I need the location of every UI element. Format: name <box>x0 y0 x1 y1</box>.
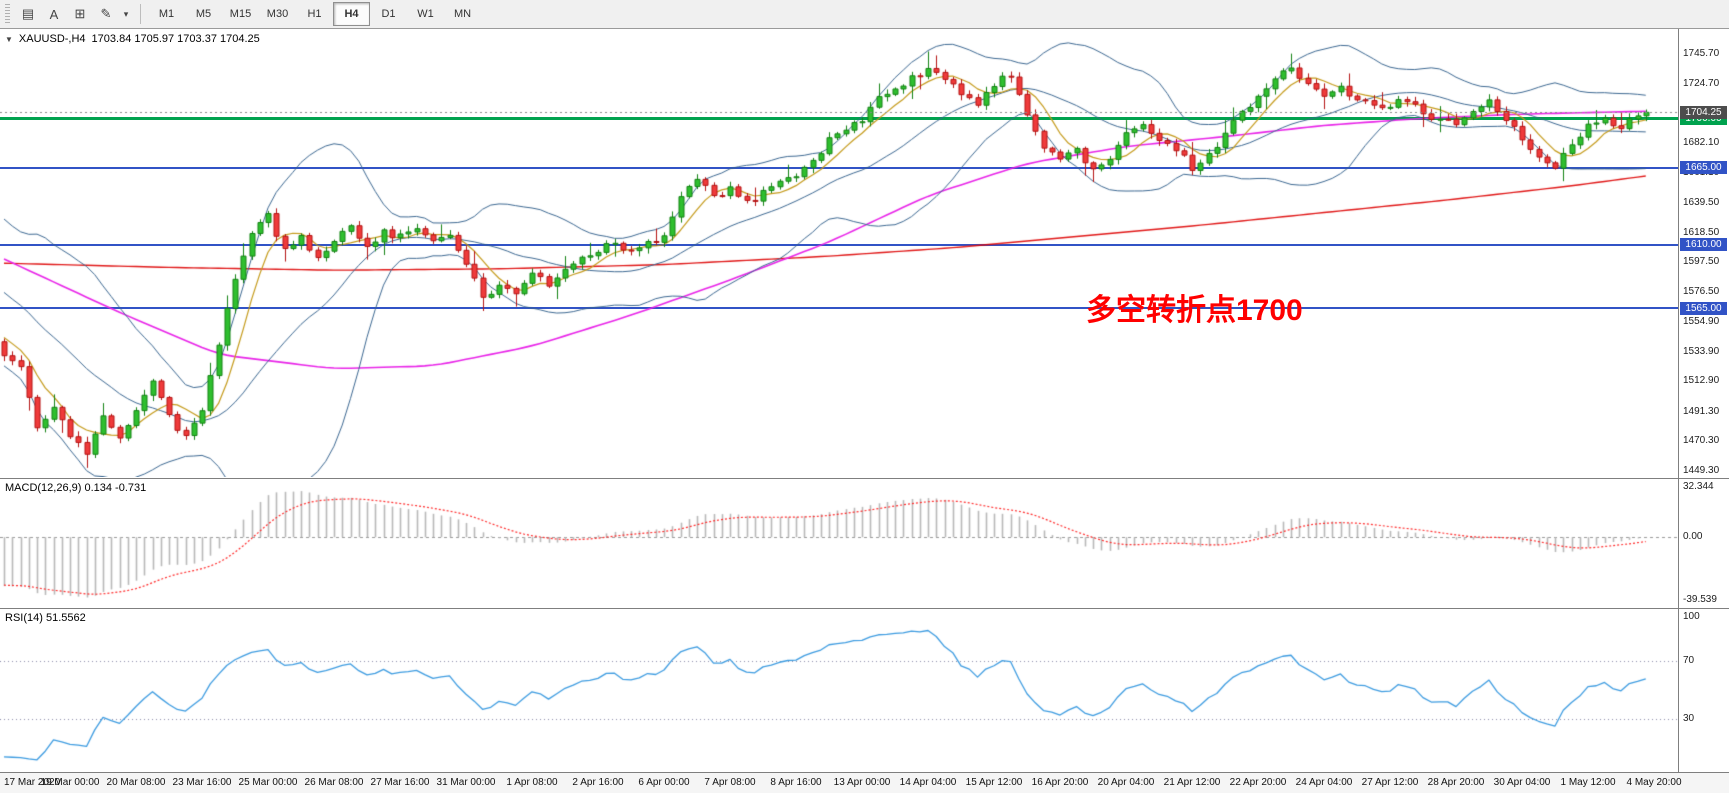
rsi-panel: RSI(14) 51.5562 <box>0 609 1678 773</box>
timeframe-w1-button[interactable]: W1 <box>417 8 434 20</box>
price-axis[interactable]: 1745.701724.701703.101682.101661.101639.… <box>1678 29 1729 773</box>
price-tick: 1618.50 <box>1683 226 1720 238</box>
price-tick: 1449.30 <box>1683 464 1720 476</box>
price-tick: 1682.10 <box>1683 137 1720 149</box>
time-tick: 23 Mar 16:00 <box>172 777 232 788</box>
time-tick: 27 Apr 12:00 <box>1361 777 1419 788</box>
time-axis[interactable]: 17 Mar 2020 19 Mar 00:00 20 Mar 08:00 23 Ma… <box>0 773 1729 793</box>
time-tick: 15 Apr 12:00 <box>965 777 1023 788</box>
price-tick: 1576.50 <box>1683 286 1720 298</box>
chart-symbol: XAUUSD-,H4 <box>18 33 86 45</box>
timeframe-mn-button[interactable]: MN <box>453 8 472 20</box>
time-tick: 28 Apr 20:00 <box>1427 777 1485 788</box>
symbol-dropdown-icon[interactable]: ▼ <box>5 34 13 44</box>
chart-annotation: 多空转折点1700 <box>1086 294 1303 327</box>
time-tick: 17 Mar 2020 <box>4 777 61 788</box>
timeframe-h1-button[interactable]: H1 <box>307 8 322 20</box>
time-tick: 31 Mar 00:00 <box>436 777 496 788</box>
rsi-canvas[interactable] <box>0 609 1678 771</box>
price-tick: 1533.90 <box>1683 345 1720 357</box>
timeframe-group: M1 M5 M15 M30 H1 H4 D1 W1 MN <box>148 2 481 26</box>
time-tick: 13 Apr 00:00 <box>833 777 891 788</box>
object-box-icon[interactable]: ⊞ <box>74 6 86 21</box>
rsi-label: RSI(14) 51.5562 <box>5 612 86 624</box>
time-tick: 21 Apr 12:00 <box>1163 777 1221 788</box>
time-tick: 26 Mar 08:00 <box>304 777 364 788</box>
chart-ohlc: 1703.84 1705.97 1703.37 1704.25 <box>91 33 260 45</box>
price-tick: 1597.50 <box>1683 256 1720 268</box>
macd-panel: MACD(12,26,9) 0.134 -0.731 <box>0 479 1678 609</box>
time-tick: 2 Apr 16:00 <box>572 777 624 788</box>
draw-tool-button[interactable]: ✎ <box>100 6 112 21</box>
toolbar-icon-group: ▤ A ⊞ ✎ ▾ <box>15 2 133 26</box>
price-badge-1665.00: 1665.00 <box>1680 161 1727 175</box>
time-tick: 14 Apr 04:00 <box>899 777 957 788</box>
time-tick: 22 Apr 20:00 <box>1229 777 1287 788</box>
time-tick: 30 Apr 04:00 <box>1493 777 1551 788</box>
timeframe-m15-button[interactable]: M15 <box>229 8 252 20</box>
time-tick: 4 May 20:00 <box>1626 777 1682 788</box>
time-tick: 24 Apr 04:00 <box>1295 777 1353 788</box>
time-tick: 1 May 12:00 <box>1560 777 1616 788</box>
toolbar-drag-handle[interactable] <box>5 4 10 24</box>
rsi-axis-tick: 70 <box>1683 654 1695 666</box>
price-axis-rsi[interactable]: 100 70 30 <box>1679 609 1729 773</box>
macd-axis-tick: -39.539 <box>1683 594 1717 605</box>
time-tick: 8 Apr 16:00 <box>770 777 822 788</box>
toolbar: ▤ A ⊞ ✎ ▾ M1 M5 M15 M30 H1 H4 D1 W1 MN <box>0 0 1729 28</box>
time-tick: 7 Apr 08:00 <box>704 777 756 788</box>
price-tick: 1470.30 <box>1683 435 1720 447</box>
time-tick: 19 Mar 00:00 <box>40 777 100 788</box>
macd-label: MACD(12,26,9) 0.134 -0.731 <box>5 482 147 494</box>
text-a-button[interactable]: A <box>49 6 59 22</box>
timeframe-m1-button[interactable]: M1 <box>158 8 175 20</box>
price-tick: 1554.90 <box>1683 316 1720 328</box>
price-tick: 1491.30 <box>1683 405 1720 417</box>
toolbar-separator <box>140 4 141 24</box>
price-tick: 1724.70 <box>1683 77 1720 89</box>
price-chart-panel: ▼ XAUUSD-,H4 1703.84 1705.97 1703.37 170… <box>0 29 1678 479</box>
time-tick: 20 Apr 04:00 <box>1097 777 1155 788</box>
macd-axis-tick: 0.00 <box>1683 531 1703 543</box>
price-badge-1610.00: 1610.00 <box>1680 238 1727 252</box>
time-tick: 1 Apr 08:00 <box>506 777 558 788</box>
macd-canvas[interactable] <box>0 479 1678 607</box>
time-tick: 6 Apr 00:00 <box>638 777 690 788</box>
rsi-axis-tick: 100 <box>1683 611 1700 622</box>
rsi-axis-tick: 30 <box>1683 713 1695 725</box>
timeframe-m30-button[interactable]: M30 <box>266 8 289 20</box>
price-tick: 1512.90 <box>1683 375 1720 387</box>
price-tick: 1745.70 <box>1683 48 1720 60</box>
macd-axis-tick: 32.344 <box>1683 481 1714 492</box>
price-tick: 1639.50 <box>1683 197 1720 209</box>
draw-tool-caret-icon[interactable]: ▾ <box>123 8 129 19</box>
time-tick: 25 Mar 00:00 <box>238 777 298 788</box>
price-badge-1565.00: 1565.00 <box>1680 301 1727 315</box>
time-tick: 16 Apr 20:00 <box>1031 777 1089 788</box>
timeframe-h4-button[interactable]: H4 <box>333 2 370 26</box>
timeframe-d1-button[interactable]: D1 <box>381 8 396 20</box>
price-axis-main[interactable]: 1745.701724.701703.101682.101661.101639.… <box>1679 29 1729 479</box>
chart-window: ▼ XAUUSD-,H4 1703.84 1705.97 1703.37 170… <box>0 28 1729 793</box>
current-price-badge: 1704.25 <box>1680 105 1727 119</box>
time-tick: 20 Mar 08:00 <box>106 777 166 788</box>
time-tick: 27 Mar 16:00 <box>370 777 430 788</box>
timeframe-m5-button[interactable]: M5 <box>195 8 212 20</box>
chart-title: ▼ XAUUSD-,H4 1703.84 1705.97 1703.37 170… <box>5 33 260 45</box>
charts-grid-icon[interactable]: ▤ <box>21 6 35 21</box>
price-chart-canvas[interactable] <box>0 29 1678 477</box>
price-axis-macd[interactable]: 32.344 0.00 -39.539 <box>1679 479 1729 609</box>
